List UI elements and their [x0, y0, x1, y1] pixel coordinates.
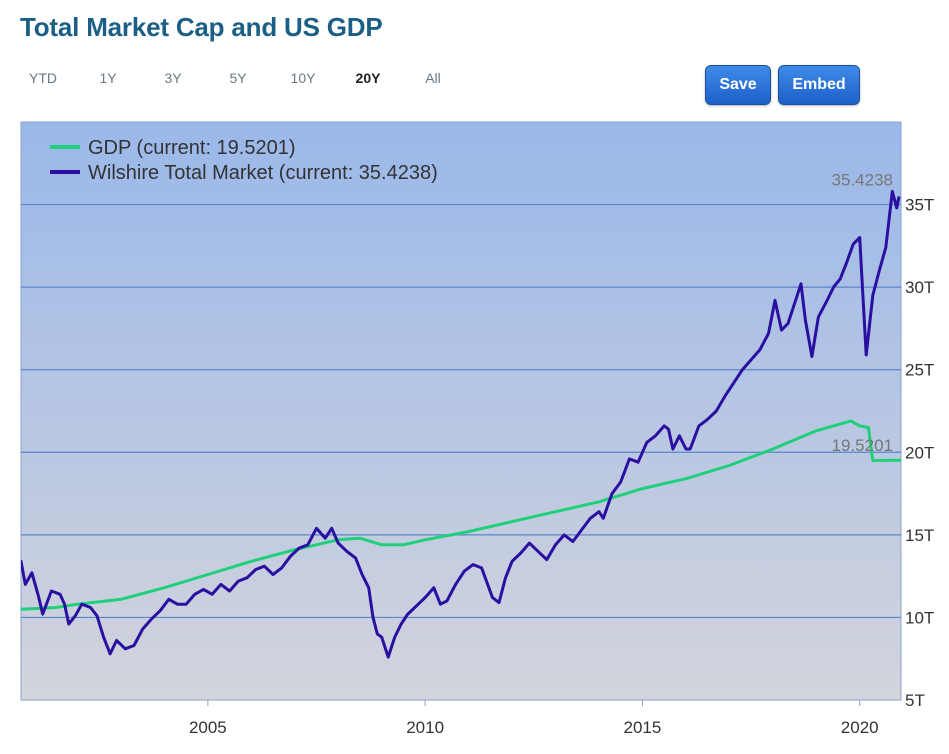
- y-tick-label: 10T: [905, 608, 934, 627]
- x-tick-label: 2015: [624, 718, 662, 737]
- x-axis: 2005 2010 2015 2020: [189, 700, 879, 737]
- plot-area: [20, 121, 902, 701]
- x-tick-label: 2005: [189, 718, 227, 737]
- range-1y-button[interactable]: 1Y: [99, 70, 117, 86]
- y-tick-label: 15T: [905, 526, 934, 545]
- series-lines: [21, 189, 901, 659]
- grid-lines: [21, 203, 901, 619]
- y-tick-label: 30T: [905, 278, 934, 297]
- y-axis: 5T 10T 15T 20T 25T 30T 35T: [905, 196, 934, 710]
- save-button[interactable]: Save: [705, 65, 771, 105]
- range-5y-button[interactable]: 5Y: [229, 70, 247, 86]
- legend-label-wilshire: Wilshire Total Market (current: 35.4238): [88, 162, 438, 184]
- range-all-button[interactable]: All: [425, 70, 441, 86]
- y-tick-label: 20T: [905, 443, 934, 462]
- legend-label-gdp: GDP (current: 19.5201): [88, 137, 296, 159]
- page-title: Total Market Cap and US GDP: [20, 12, 383, 42]
- range-3y-button[interactable]: 3Y: [164, 70, 182, 86]
- legend: GDP (current: 19.5201) Wilshire Total Ma…: [50, 137, 438, 184]
- y-tick-label: 5T: [905, 691, 925, 710]
- x-tick-label: 2020: [841, 718, 879, 737]
- wilshire-line: [21, 189, 901, 659]
- embed-button[interactable]: Embed: [778, 65, 860, 105]
- range-selector: YTD 1Y 3Y 5Y 10Y 20Y All: [24, 66, 452, 90]
- wilshire-end-label: 35.4238: [832, 171, 893, 190]
- y-tick-label: 25T: [905, 361, 934, 380]
- end-labels: 19.5201 35.4238: [832, 171, 893, 456]
- range-10y-button[interactable]: 10Y: [290, 70, 316, 86]
- y-tick-label: 35T: [905, 196, 934, 215]
- range-20y-button[interactable]: 20Y: [355, 70, 381, 86]
- range-ytd-button[interactable]: YTD: [29, 70, 57, 86]
- gdp-line: [21, 419, 901, 611]
- gdp-end-label: 19.5201: [832, 436, 893, 455]
- x-tick-label: 2010: [406, 718, 444, 737]
